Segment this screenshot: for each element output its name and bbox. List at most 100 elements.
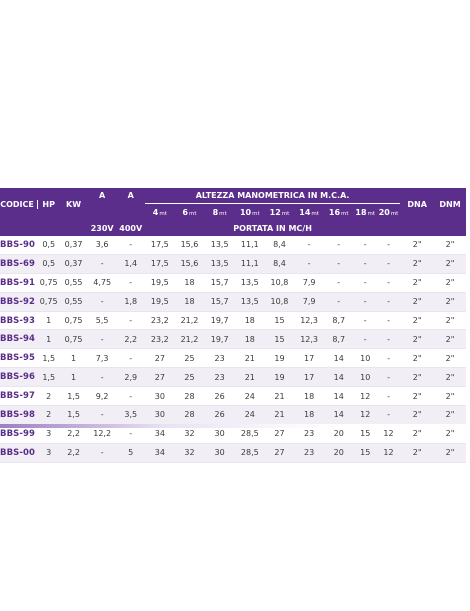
height-value: 4 <box>152 207 159 217</box>
table-row: BBS-95 1,5 1 7,3-27 25 23 21 19 17 14 10-2" 2" <box>0 348 466 369</box>
table-row: BBS-97 2 1,5 9,2-30 28 26 24 21 18 14 12-2" 2" <box>0 386 466 407</box>
table-cell: 0,55 <box>59 273 88 293</box>
table-cell: 10 <box>353 367 377 388</box>
table-cell: 2" <box>400 311 435 331</box>
header-height-6: 6mt <box>174 203 205 220</box>
table-cell: 19,7 <box>204 329 235 350</box>
table-cell: 5 <box>116 443 146 463</box>
header-row-3: 230V 400V PORTATA IN MC/H <box>0 220 466 236</box>
header-blank-dna <box>400 220 435 236</box>
table-cell: 2" <box>400 348 435 369</box>
table-cell: - <box>116 311 146 331</box>
table-cell: 7,9 <box>294 273 324 293</box>
table-bottom-accent <box>0 424 466 428</box>
table-cell: 0,75 <box>38 292 60 312</box>
height-value: 20 <box>378 207 390 217</box>
table-cell: 0,5 <box>38 254 60 274</box>
table-cell: 14 <box>323 386 354 407</box>
table-cell: 34 <box>145 443 175 463</box>
table-cell: - <box>323 292 354 312</box>
model-code-cell: BBS-98 <box>0 405 39 425</box>
table-cell: - <box>353 273 377 293</box>
table-cell: 21,2 <box>174 311 205 331</box>
table-row: BBS-93 1 0,75 5,5-23,2 21,2 19,7 18 15 12,3 8,7- -… <box>0 311 466 331</box>
model-code-cell: BBS-99 <box>0 424 39 444</box>
table-cell: 10,8 <box>264 292 295 312</box>
table-cell: 20 <box>323 443 354 463</box>
table-cell: 28,5 <box>235 424 265 444</box>
table-cell: - <box>323 273 354 293</box>
height-value: 6 <box>182 207 188 217</box>
table-cell: 2" <box>400 405 435 425</box>
table-cell: 15,7 <box>204 292 235 312</box>
table-cell: 18 <box>235 311 265 331</box>
table-cell: 13,5 <box>204 254 235 274</box>
table-cell: 21,2 <box>174 329 205 350</box>
table-cell: 7,3 <box>87 348 117 369</box>
table-cell: 13,5 <box>235 273 265 293</box>
table-cell: 20 <box>323 424 354 444</box>
table-cell: 2" <box>400 424 435 444</box>
header-altezza: ALTEZZA MANOMETRICA IN M.C.A. <box>145 188 401 204</box>
table-cell: 15 <box>353 443 377 463</box>
model-code-cell: BBS-92 <box>0 292 39 312</box>
table-cell: 17,5 <box>145 254 175 274</box>
header-voltage-230: 230V <box>87 220 117 236</box>
height-unit: mt <box>341 210 349 217</box>
header-blank-400 <box>116 203 146 220</box>
table-cell: 27 <box>264 424 295 444</box>
table-cell: - <box>87 367 117 388</box>
table-cell: - <box>376 386 401 407</box>
table-cell: 27 <box>264 443 295 463</box>
table-cell: 4,75 <box>87 273 117 293</box>
header-blank-codice <box>0 220 39 236</box>
table-cell: 1,5 <box>38 367 60 388</box>
header-kw: KW <box>59 188 88 220</box>
header-height-14: 14mt <box>294 203 324 220</box>
table-cell: - <box>116 273 146 293</box>
table-cell: 2 <box>38 405 60 425</box>
header-blank-230 <box>87 203 117 220</box>
table-cell: 2" <box>434 329 466 350</box>
table-row: BBS-96 1,5 1-2,9 27 25 23 21 19 17 14 10-2" 2" <box>0 367 466 388</box>
table-cell: - <box>87 329 117 350</box>
table-cell: 25 <box>174 367 205 388</box>
table-cell: 15 <box>353 424 377 444</box>
table-cell: 8,4 <box>264 254 295 274</box>
model-code-cell: BBS-00 <box>0 443 39 463</box>
table-cell: 2" <box>434 254 466 274</box>
table-cell: 2" <box>400 443 435 463</box>
table-cell: - <box>323 254 354 274</box>
table-cell: 2" <box>400 254 435 274</box>
table-cell: 8,7 <box>323 329 354 350</box>
header-ampere-400: A <box>116 188 146 204</box>
table-cell: 10 <box>353 348 377 369</box>
table-cell: 8,7 <box>323 311 354 331</box>
table-cell: 14 <box>323 405 354 425</box>
table-cell: - <box>376 236 401 255</box>
table-cell: 2,2 <box>59 443 88 463</box>
header-height-16: 16mt <box>323 203 354 220</box>
table-cell: 28,5 <box>235 443 265 463</box>
table-cell: 30 <box>204 443 235 463</box>
table-cell: 1,5 <box>59 386 88 407</box>
header-blank-kw <box>59 220 88 236</box>
table-cell: 14 <box>323 367 354 388</box>
table-cell: 13,5 <box>235 292 265 312</box>
height-unit: mt <box>390 210 399 217</box>
header-blank-hp <box>38 220 60 236</box>
table-cell: 23,2 <box>145 329 175 350</box>
table-cell: 0,37 <box>59 254 88 274</box>
table-cell: 2,2 <box>116 329 146 350</box>
table-cell: 21 <box>235 348 265 369</box>
model-code-cell: BBS-96 <box>0 367 39 388</box>
table-cell: - <box>87 254 117 274</box>
table-cell: - <box>353 236 377 255</box>
table-cell: 14 <box>323 348 354 369</box>
table-cell: - <box>87 443 117 463</box>
table-cell: 2,2 <box>59 424 88 444</box>
table-cell: 13,5 <box>204 236 235 255</box>
height-value: 8 <box>212 207 219 217</box>
table-cell: - <box>323 236 354 255</box>
table-cell: 19,7 <box>204 311 235 331</box>
